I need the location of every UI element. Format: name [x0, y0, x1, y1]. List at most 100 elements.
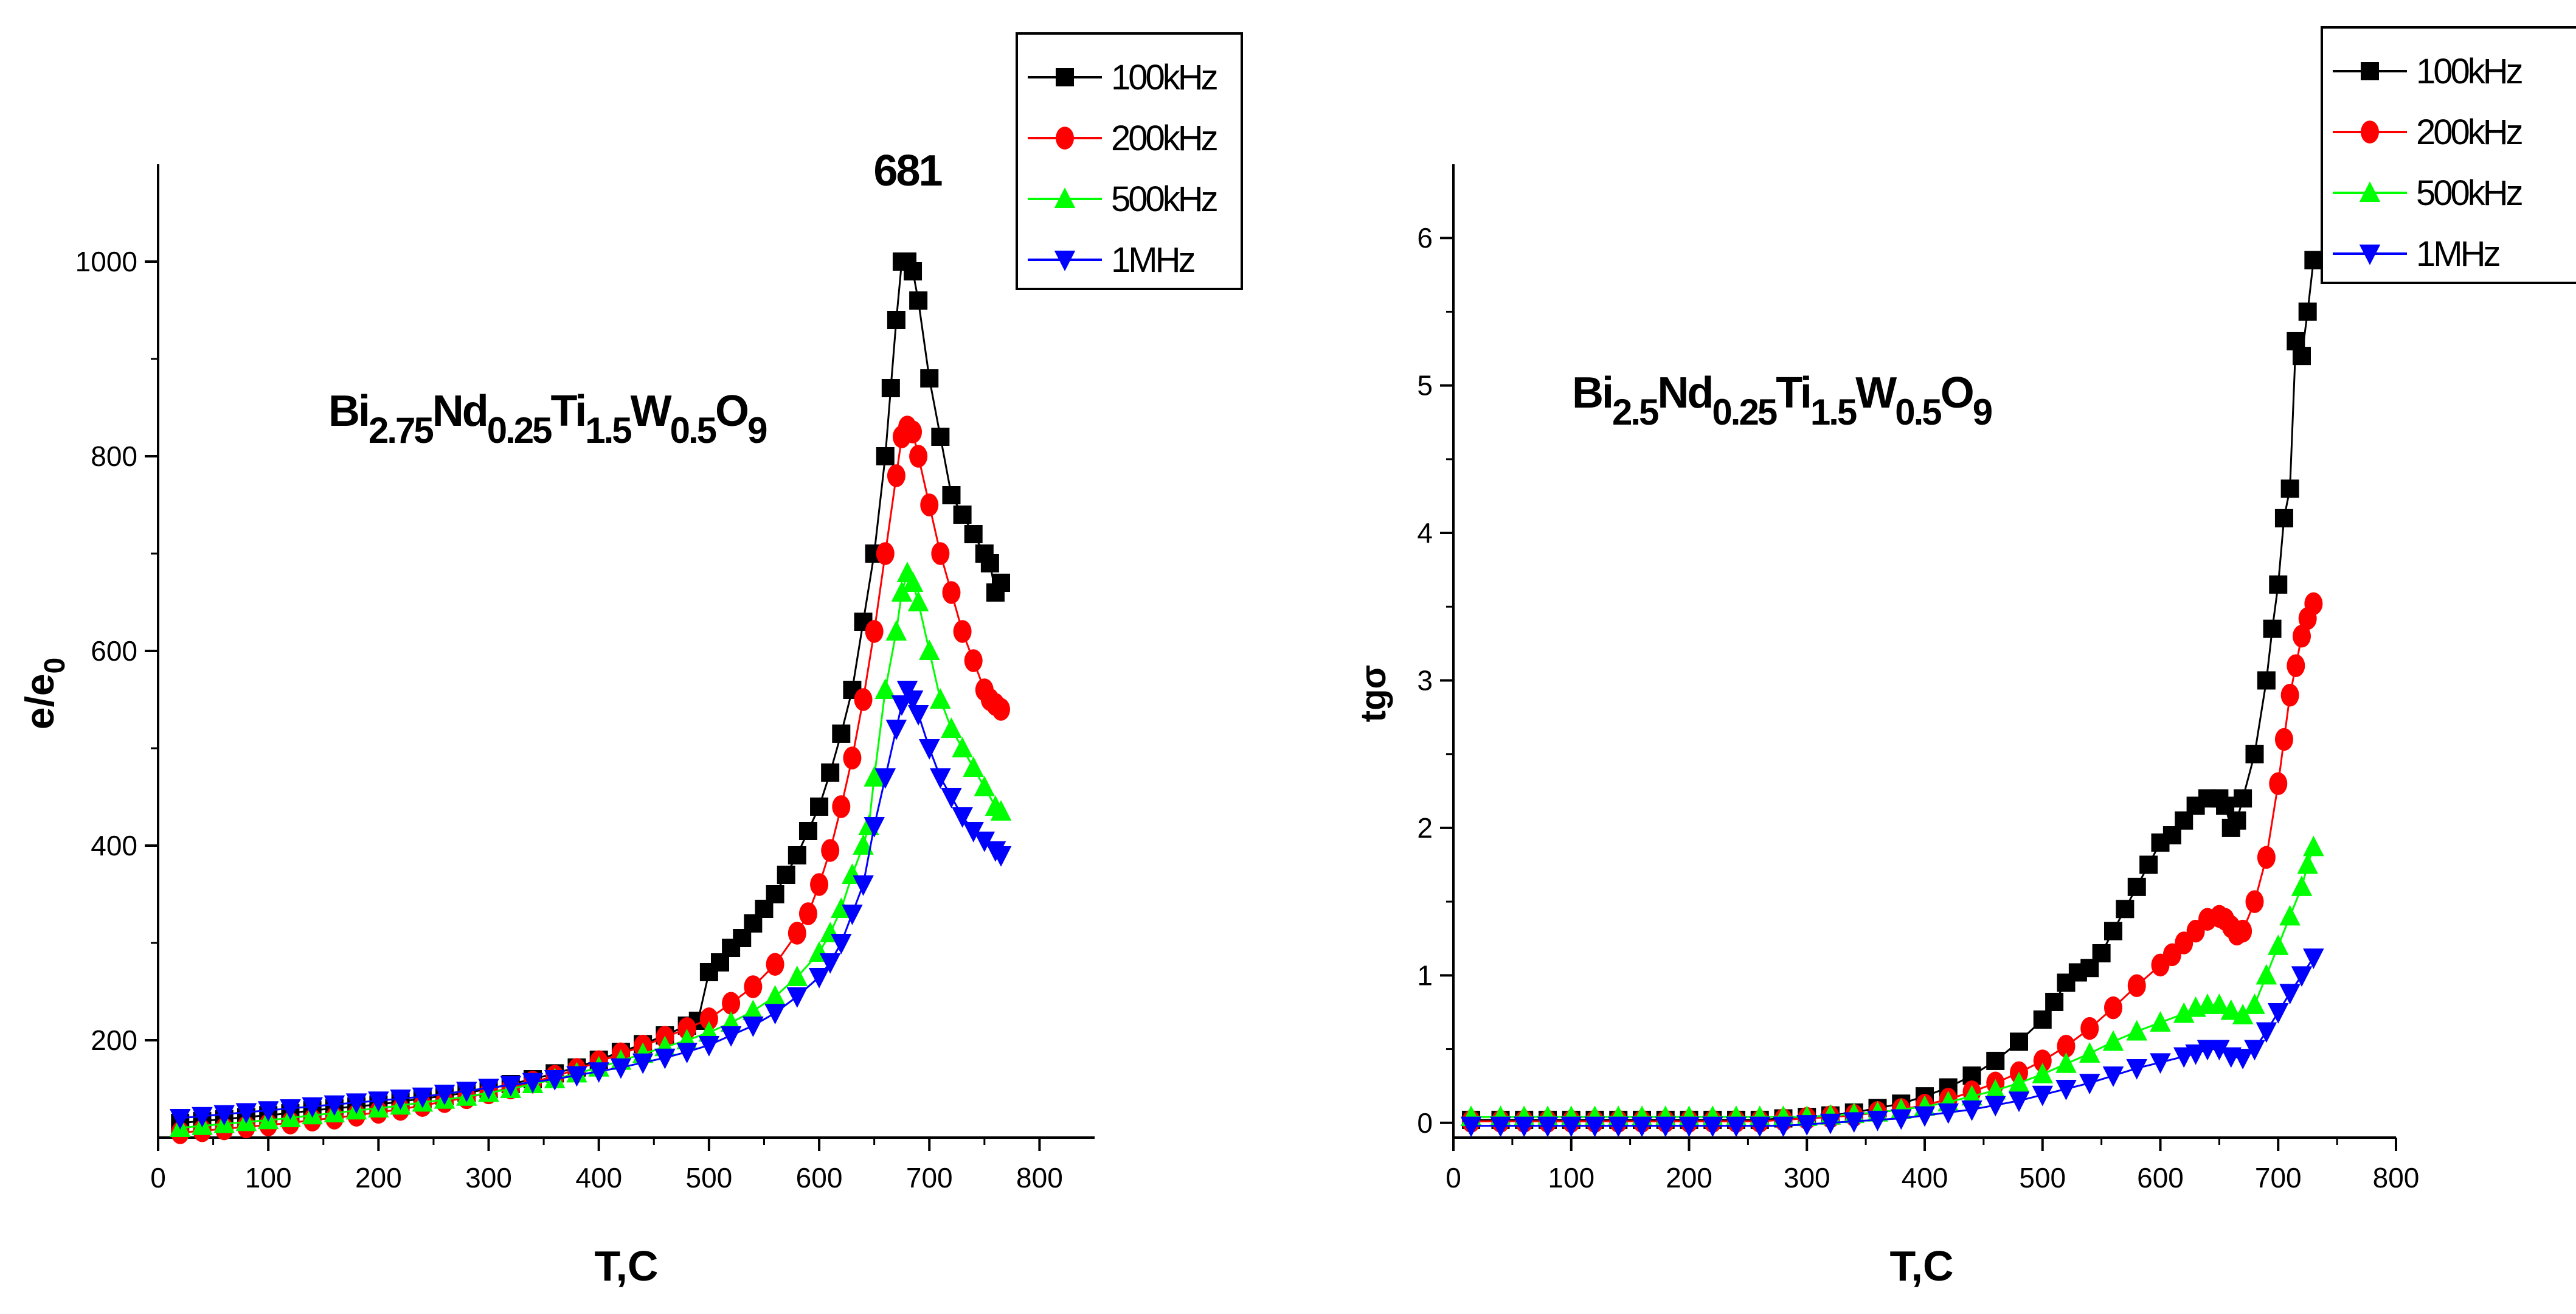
formula-subscript: 9 — [747, 410, 767, 451]
data-point — [1749, 1116, 1770, 1138]
data-point — [2244, 1040, 2265, 1061]
data-point — [930, 688, 951, 709]
data-point — [904, 420, 923, 443]
data-point — [821, 763, 840, 782]
data-point — [964, 649, 983, 672]
data-point — [854, 688, 873, 711]
data-point — [2173, 1002, 2195, 1023]
data-point — [2079, 1042, 2100, 1063]
data-point — [941, 717, 962, 738]
data-point — [766, 885, 784, 903]
data-point — [931, 542, 950, 565]
x-tick-label: 500 — [686, 1162, 733, 1194]
data-point — [887, 464, 905, 487]
legend-marker — [1054, 187, 1076, 208]
formula-subscript: 0.5 — [670, 410, 716, 451]
data-point — [918, 739, 940, 760]
data-point — [902, 690, 924, 711]
y-axis-label: tgσ — [1354, 665, 1393, 722]
data-point — [885, 620, 907, 641]
data-point — [699, 1007, 718, 1031]
peak-annotation: 681 — [873, 147, 942, 195]
data-point — [2126, 1020, 2147, 1041]
data-point — [952, 737, 973, 757]
data-point — [743, 999, 764, 1020]
data-point — [974, 832, 995, 852]
data-point — [2150, 1053, 2171, 1074]
data-point — [819, 953, 841, 974]
chart-permittivity: 0 100 200 300 400 500 600 700 800 200 400 600 800 100… — [17, 32, 1243, 1290]
data-point — [963, 822, 984, 843]
compound-formula: Bi2.5Nd0.25Ti1.5W0.5O9 — [1572, 369, 1992, 433]
data-point — [2263, 619, 2282, 638]
y-tick-label: 1 — [1417, 959, 1433, 991]
data-point — [2173, 1047, 2195, 1068]
data-point — [2008, 1091, 2030, 1113]
data-point — [2127, 974, 2146, 998]
x-tick-label: 500 — [2019, 1162, 2066, 1194]
data-point — [832, 795, 851, 818]
data-point — [920, 369, 939, 388]
data-point — [544, 1070, 566, 1091]
y-tick-label: 800 — [91, 440, 137, 472]
x-tick-label: 800 — [2373, 1162, 2420, 1194]
data-point — [677, 1017, 696, 1040]
formula-element: Nd — [432, 387, 487, 436]
data-point — [1537, 1116, 1559, 1138]
data-point — [1937, 1103, 1959, 1124]
legend-marker — [1056, 68, 1074, 86]
data-point — [1961, 1085, 1982, 1106]
data-point — [963, 756, 984, 777]
data-point — [522, 1072, 544, 1094]
data-point — [2257, 846, 2276, 869]
y-tick-label: 4 — [1417, 517, 1433, 549]
data-point — [2291, 966, 2313, 987]
data-point — [2303, 948, 2324, 969]
data-point — [843, 746, 862, 770]
data-point — [2245, 890, 2264, 913]
data-point — [1678, 1116, 1700, 1138]
data-point — [2291, 875, 2313, 896]
data-point — [456, 1082, 477, 1102]
series-line — [1471, 603, 2315, 1122]
chart-loss-tangent: 0 100 200 300 400 500 600 700 800 0 1 2 3 4 5 6 T,C tgσ Bi… — [1354, 26, 2576, 1290]
y-axis-label-main: tgσ — [1354, 665, 1393, 722]
series-1MHz — [1460, 948, 2324, 1138]
data-point — [909, 291, 928, 310]
data-point — [864, 817, 885, 838]
y-tick-label: 0 — [1417, 1107, 1433, 1139]
y-tick-label: 2 — [1417, 812, 1433, 844]
data-point — [1560, 1116, 1582, 1138]
x-tick-label: 800 — [1016, 1162, 1063, 1194]
data-point — [2304, 592, 2323, 616]
data-point — [2293, 625, 2311, 648]
x-tick-label: 100 — [245, 1162, 292, 1194]
data-point — [2257, 671, 2276, 690]
data-point — [2274, 728, 2293, 751]
data-point — [788, 846, 806, 864]
data-point — [831, 934, 852, 954]
data-point — [302, 1097, 323, 1118]
y-tick-label: 6 — [1417, 222, 1433, 254]
data-point — [2008, 1071, 2030, 1093]
data-point — [2269, 772, 2288, 795]
data-point — [2268, 934, 2289, 955]
x-axis-label: T,C — [1890, 1242, 1954, 1290]
data-point — [2293, 347, 2311, 366]
data-point — [941, 788, 962, 808]
data-point — [764, 985, 786, 1006]
data-point — [2280, 479, 2299, 498]
data-point — [2234, 789, 2252, 808]
formula-subscript: 1.5 — [585, 410, 631, 451]
data-point — [874, 678, 896, 699]
data-point — [1490, 1116, 1511, 1138]
data-point — [2245, 745, 2264, 763]
data-point — [2269, 575, 2288, 594]
formula-subscript: 0.5 — [1895, 392, 1941, 433]
data-point — [881, 379, 900, 397]
data-point — [2127, 877, 2146, 896]
data-point — [902, 571, 924, 592]
data-point — [566, 1066, 587, 1087]
x-tick-label: 700 — [2255, 1162, 2302, 1194]
data-point — [980, 554, 999, 572]
